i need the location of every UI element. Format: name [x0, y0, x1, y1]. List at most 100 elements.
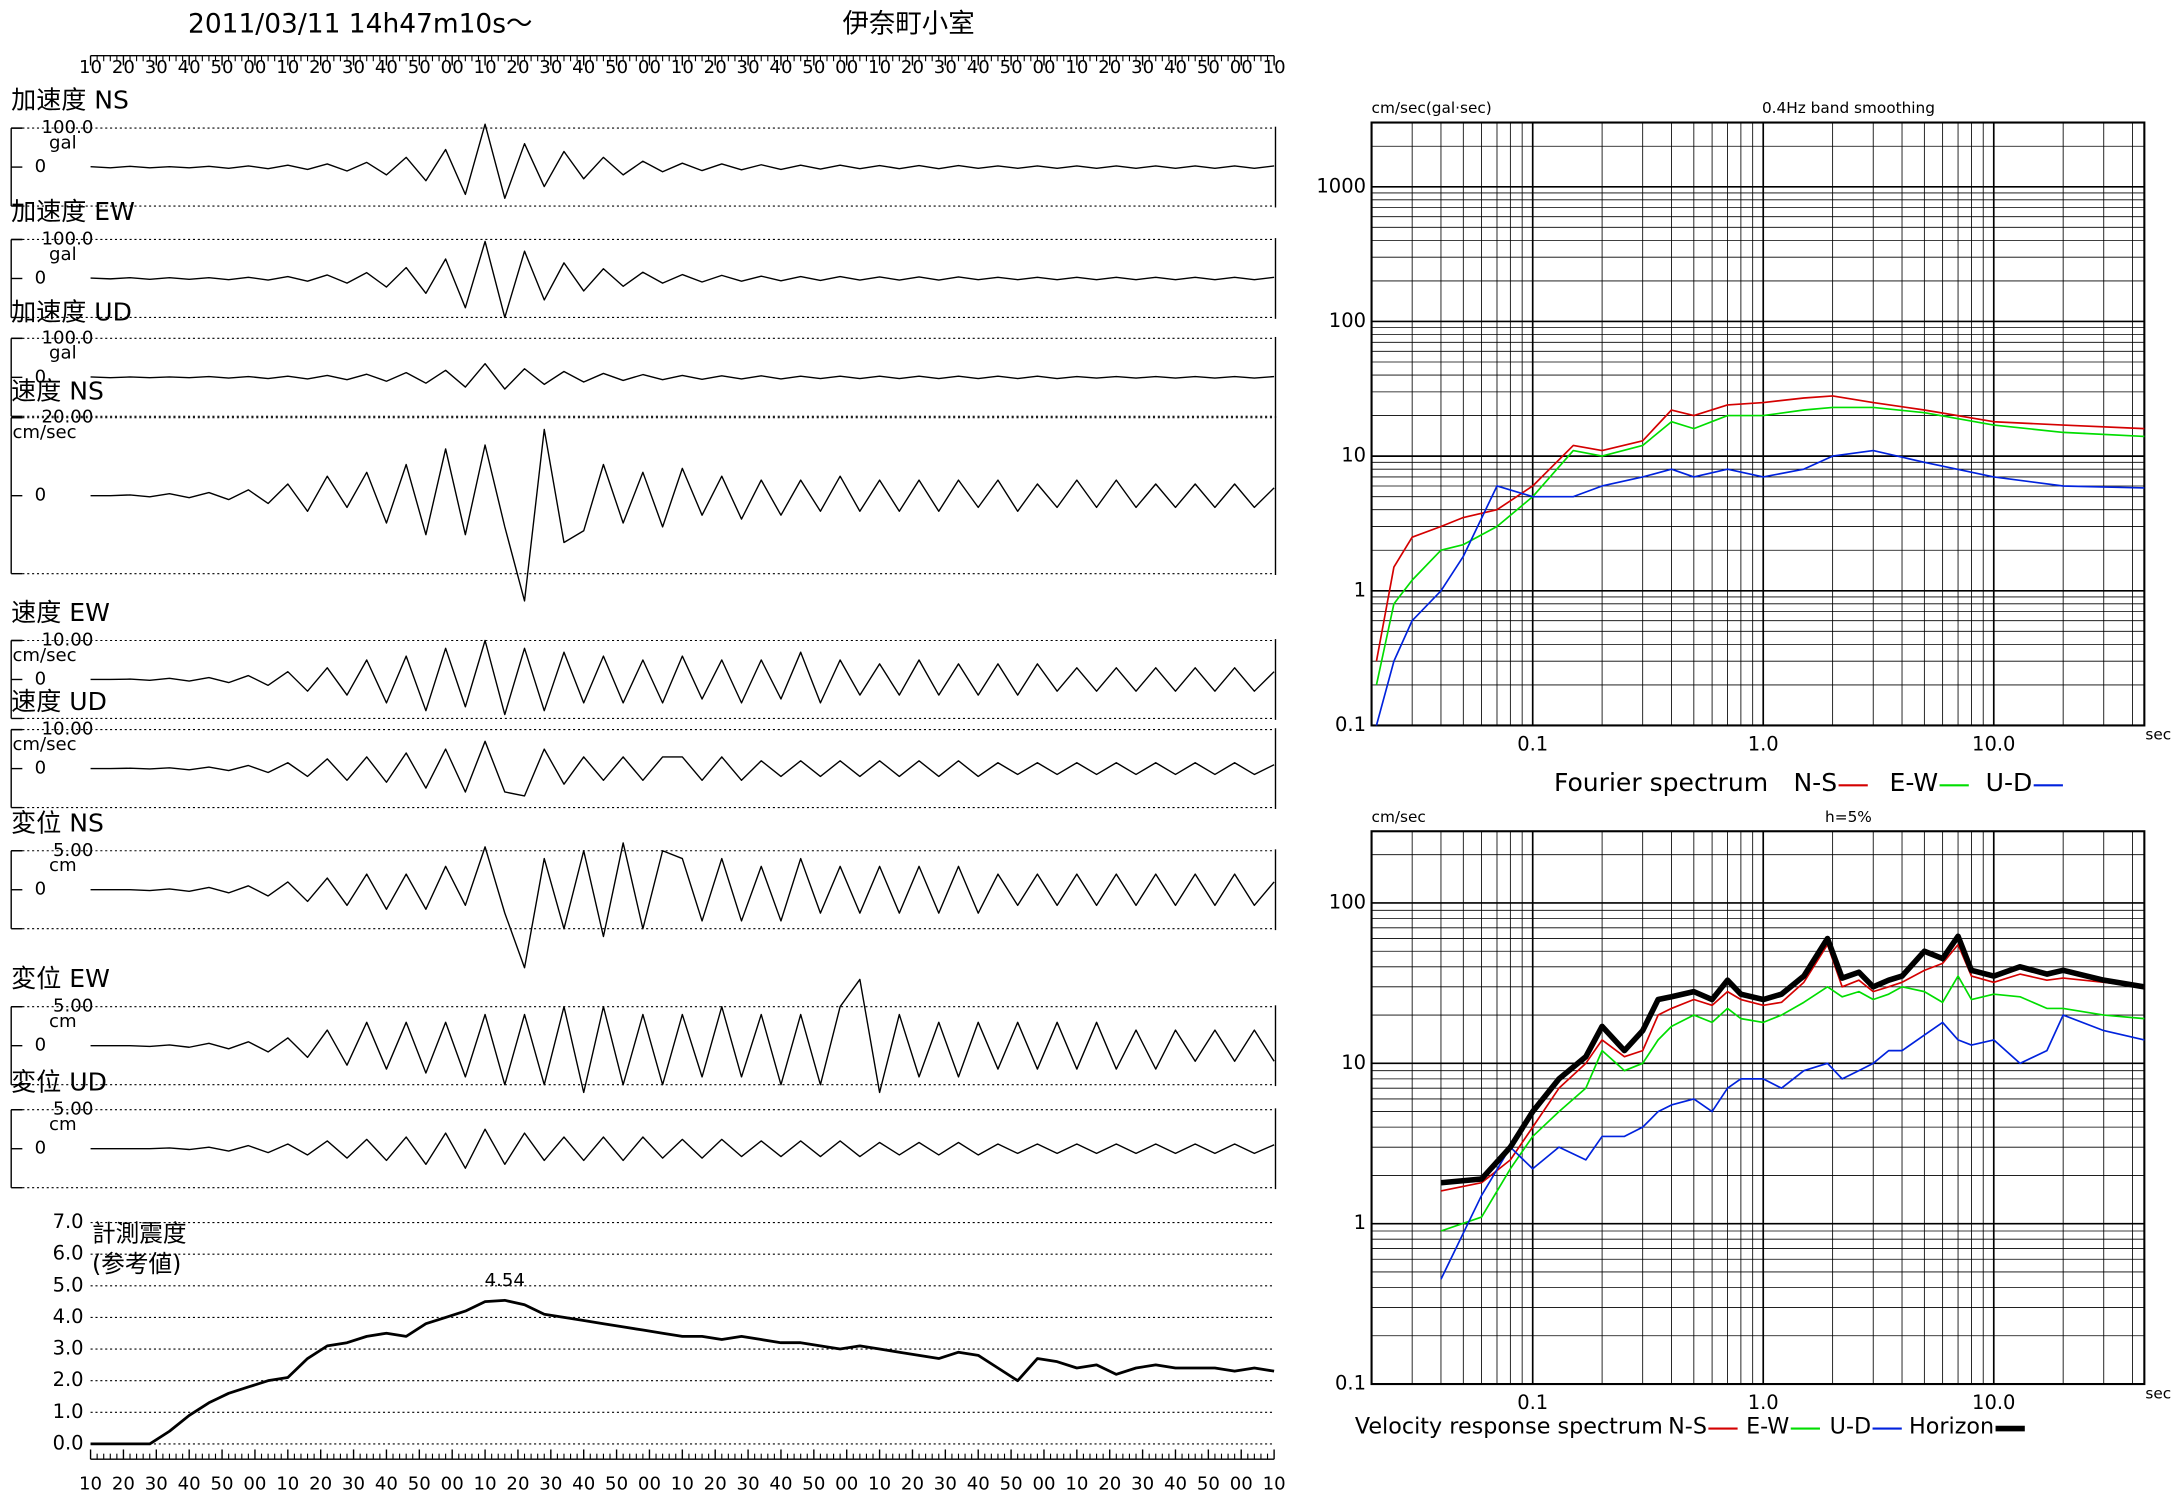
y-tick-label: 0 — [35, 267, 47, 288]
waveform — [90, 428, 1275, 602]
time-tick-label: 00 — [1230, 57, 1253, 78]
time-tick-label: 10 — [1263, 1473, 1286, 1494]
time-tick-label: 10 — [474, 1473, 497, 1494]
time-tick-label: 50 — [605, 57, 628, 78]
time-tick-label: 50 — [1000, 57, 1023, 78]
time-tick-label: 10 — [1263, 57, 1286, 78]
unit-label: cm/sec — [12, 422, 76, 443]
time-tick-label: 50 — [211, 57, 234, 78]
time-tick-label: 50 — [408, 1473, 431, 1494]
y-tick-label: 7.0 — [53, 1210, 84, 1233]
spectrum-line — [1440, 1014, 2145, 1280]
date-title: 2011/03/11 14h47m10s〜 — [188, 9, 532, 40]
spectrum-line — [1375, 449, 2145, 726]
time-tick-label: 00 — [1032, 1473, 1055, 1494]
y-tick-label: 0 — [35, 879, 47, 900]
y-tick-label: 10.00 — [42, 630, 94, 651]
time-tick-label: 00 — [835, 1473, 858, 1494]
time-tick-label: 10 — [671, 57, 694, 78]
intensity-line — [90, 1298, 1275, 1446]
legend-label: U-D — [1830, 1414, 1871, 1440]
annotation: 4.54 — [485, 1270, 525, 1291]
unit-label: gal — [49, 343, 77, 364]
y-tick-label: 10.00 — [42, 719, 94, 740]
trace-title: 速度 EW — [11, 598, 110, 627]
waveform — [90, 362, 1275, 390]
time-tick-label: 40 — [178, 57, 201, 78]
chart-title: h=5% — [1825, 808, 1872, 826]
time-tick-label: 30 — [1131, 57, 1154, 78]
trace-title: 加速度 EW — [11, 197, 135, 226]
time-tick-label: 50 — [605, 1473, 628, 1494]
unit-label: cm/sec — [12, 645, 76, 666]
time-tick-label: 00 — [638, 57, 661, 78]
spectrum-line — [1440, 943, 2145, 1192]
x-tick-label: 10.0 — [1972, 1391, 2015, 1414]
unit-label: gal — [49, 132, 77, 153]
time-tick-label: 10 — [79, 1473, 102, 1494]
time-tick-label: 30 — [539, 57, 562, 78]
plot-frame — [1370, 830, 2146, 1386]
unit-label: cm — [49, 1114, 77, 1135]
waveform — [90, 639, 1275, 716]
y-tick-label: 0 — [35, 156, 47, 177]
x-axis-label: sec — [2145, 726, 2171, 744]
x-tick-label: 0.1 — [1517, 732, 1548, 755]
y-tick-label: 100 — [1329, 890, 1366, 913]
time-tick-label: 00 — [1230, 1473, 1253, 1494]
unit-label: cm/sec — [12, 734, 76, 755]
time-tick-label: 40 — [178, 1473, 201, 1494]
time-tick-label: 00 — [441, 57, 464, 78]
y-tick-label: 10 — [1341, 444, 1366, 467]
time-tick-label: 10 — [1065, 1473, 1088, 1494]
waveform — [90, 123, 1275, 199]
y-tick-label: 0 — [35, 758, 47, 779]
waveform — [90, 842, 1275, 969]
time-tick-label: 20 — [704, 1473, 727, 1494]
time-tick-label: 10 — [868, 57, 891, 78]
time-tick-label: 40 — [1164, 57, 1187, 78]
time-tick-label: 50 — [1197, 1473, 1220, 1494]
unit-label: gal — [49, 244, 77, 265]
time-tick-label: 30 — [145, 57, 168, 78]
x-tick-label: 1.0 — [1748, 732, 1779, 755]
time-tick-label: 50 — [802, 57, 825, 78]
spectrum-line — [1375, 406, 2145, 686]
time-tick-label: 30 — [342, 57, 365, 78]
y-tick-label: 1 — [1354, 578, 1366, 601]
y-tick-label: 0.1 — [1335, 713, 1366, 736]
time-tick-label: 50 — [408, 57, 431, 78]
time-tick-label: 50 — [1000, 1473, 1023, 1494]
time-tick-label: 30 — [737, 57, 760, 78]
y-tick-label: 100 — [1329, 309, 1366, 332]
legend-label: Horizon — [1909, 1414, 1994, 1440]
waveform — [90, 978, 1275, 1094]
spectrum-line — [1440, 975, 2145, 1232]
waveform — [90, 740, 1275, 797]
time-tick-label: 40 — [769, 57, 792, 78]
y-tick-label: 1 — [1354, 1211, 1366, 1234]
time-tick-label: 00 — [243, 57, 266, 78]
legend-label: E-W — [1746, 1414, 1789, 1440]
y-tick-label: 0 — [35, 366, 47, 387]
legend-label: U-D — [1986, 768, 2033, 797]
y-tick-label: 10 — [1341, 1051, 1366, 1074]
chart-title: 計測震度 — [92, 1220, 187, 1248]
time-tick-label: 10 — [868, 1473, 891, 1494]
unit-label: cm — [49, 1011, 77, 1032]
unit-label: cm — [49, 855, 77, 876]
time-tick-label: 40 — [967, 1473, 990, 1494]
time-tick-label: 00 — [1032, 57, 1055, 78]
waveform — [90, 1128, 1275, 1169]
time-tick-label: 00 — [441, 1473, 464, 1494]
time-tick-label: 20 — [506, 57, 529, 78]
y-tick-label: 0.0 — [53, 1431, 84, 1454]
y-tick-label: 0.1 — [1335, 1372, 1366, 1395]
chart-subtitle: (参考値) — [92, 1250, 181, 1278]
y-tick-label: 5.00 — [53, 996, 93, 1017]
legend-label: N-S — [1793, 768, 1837, 797]
time-tick-label: 20 — [112, 1473, 135, 1494]
y-tick-label: 4.0 — [53, 1305, 84, 1328]
time-tick-label: 40 — [375, 1473, 398, 1494]
